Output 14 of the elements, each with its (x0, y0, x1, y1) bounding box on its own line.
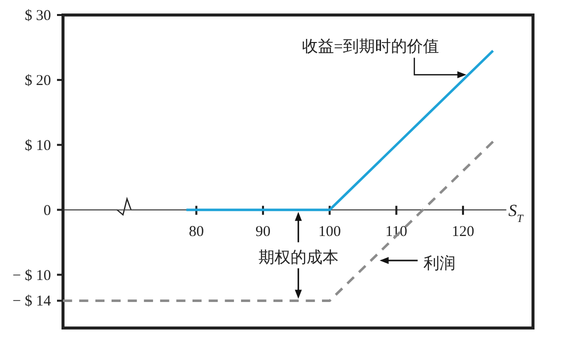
x-tick-label: 80 (188, 224, 204, 240)
annotation: 收益=到期时的价值 (302, 38, 439, 56)
x-axis-title: S$_{T}$ (508, 200, 524, 225)
annotation: 期权的成本 (258, 248, 338, 266)
x-tick-label: 100 (318, 224, 341, 240)
x-tick-label: 120 (452, 224, 474, 240)
y-tick-label: 0 (44, 202, 51, 219)
y-tick-label: $ 10 (24, 138, 51, 154)
x-tick-label: 90 (256, 224, 270, 240)
y-tick-label: − $ 10 (12, 268, 51, 284)
y-tick-label: − $ 14 (12, 294, 52, 310)
y-tick-label: $ 20 (24, 72, 51, 89)
y-tick-label: $ 30 (24, 8, 51, 24)
annotation: 利润 (424, 254, 456, 272)
